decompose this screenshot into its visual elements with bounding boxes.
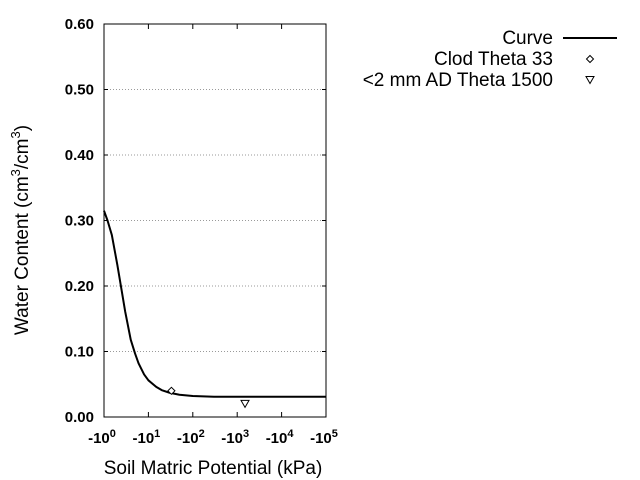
y-tick-label: 0.20 — [65, 278, 94, 295]
y-tick-label: 0.00 — [65, 409, 94, 426]
x-axis-title: Soil Matric Potential (kPa) — [104, 458, 323, 479]
x-tick-label: -104 — [266, 428, 295, 447]
ad-theta-1500-point — [240, 399, 250, 409]
clod-theta-33-point — [167, 386, 176, 396]
y-tick-label: 0.40 — [65, 147, 94, 164]
x-tick-label: -100 — [88, 428, 116, 447]
x-tick-label: -105 — [310, 428, 338, 447]
y-tick-label: 0.60 — [65, 16, 94, 33]
x-tick-label: -102 — [177, 428, 205, 447]
legend-label-curve: Curve — [502, 28, 553, 49]
legend-label-clod-theta-33: Clod Theta 33 — [434, 49, 553, 70]
y-axis-title: Water Content (cm3/cm3) — [8, 125, 33, 335]
legend-marker-triangle-down-icon — [585, 76, 595, 85]
x-tick-label: -103 — [221, 428, 249, 447]
grid-lines — [104, 89, 326, 352]
y-tick-labels: 0.00 0.10 0.20 0.30 0.40 0.50 0.60 — [65, 16, 94, 426]
data-series — [103, 210, 326, 409]
legend: Curve Clod Theta 33 <2 mm AD Theta 1500 — [363, 28, 617, 91]
y-tick-label: 0.10 — [65, 344, 94, 361]
legend-label-ad-theta-1500: <2 mm AD Theta 1500 — [363, 70, 553, 91]
y-tick-label: 0.50 — [65, 82, 94, 99]
y-tick-label: 0.30 — [65, 213, 94, 230]
x-tick-label: -101 — [132, 428, 160, 447]
legend-marker-diamond-icon — [585, 54, 595, 64]
x-tick-labels: -100 -101 -102 -103 -104 -105 — [88, 428, 338, 447]
curve-line — [103, 210, 326, 398]
axis-ticks — [103, 23, 327, 418]
